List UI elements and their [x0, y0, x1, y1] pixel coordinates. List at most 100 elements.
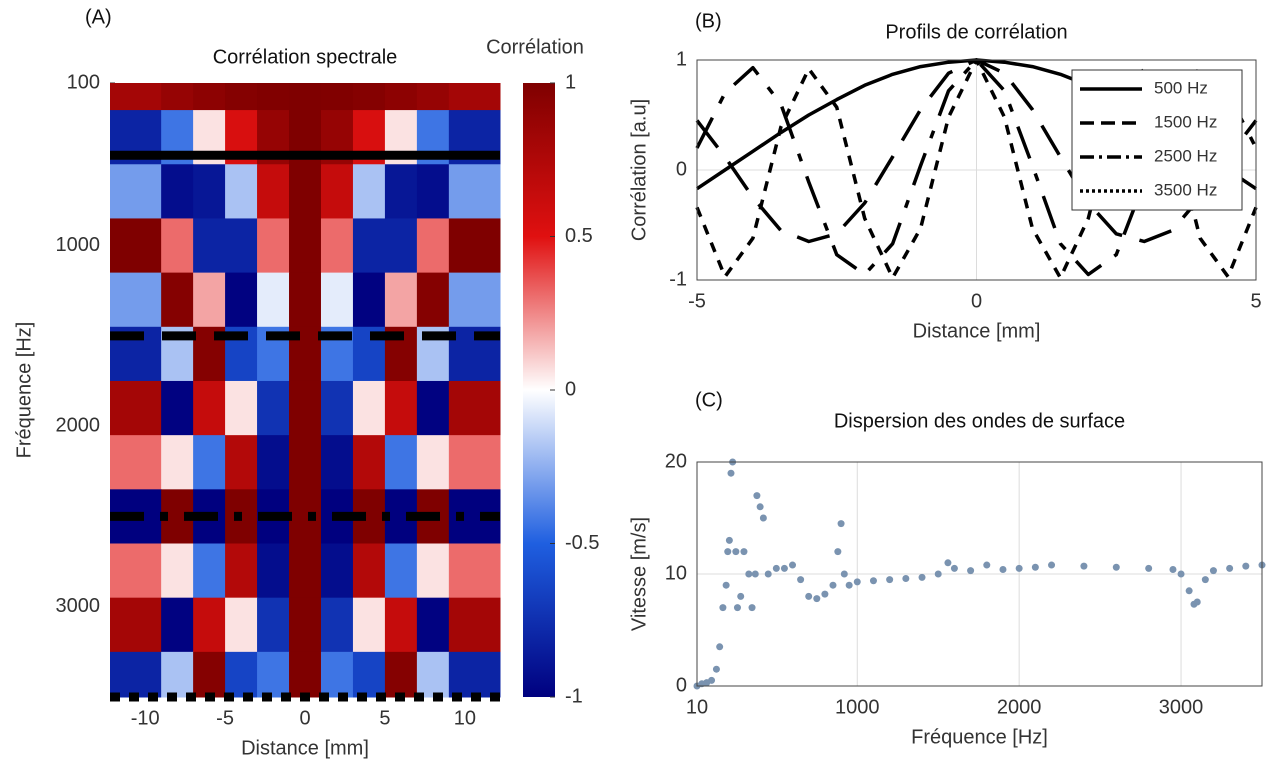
- heatmap-cell: [110, 380, 162, 436]
- heatmap-cell: [289, 651, 322, 698]
- heatmap-cell: [320, 597, 354, 653]
- heatmap-cell: [161, 380, 194, 436]
- heatmap-cell: [257, 218, 290, 274]
- scatter-point: [722, 581, 730, 589]
- chart-title: Dispersion des ondes de surface: [834, 410, 1125, 432]
- heatmap-cell: [257, 597, 290, 653]
- heatmap-cell: [352, 380, 386, 436]
- scatter-point: [727, 469, 735, 477]
- scatter-point: [1226, 564, 1234, 572]
- heatmap-cell: [110, 543, 162, 599]
- scatter-point: [748, 604, 756, 612]
- heatmap-cell: [289, 435, 322, 490]
- heatmap-cell: [193, 83, 226, 111]
- heatmap-cell: [161, 435, 194, 490]
- scatter-point: [797, 576, 805, 584]
- x-tick-label: 10: [686, 696, 708, 718]
- scatter-point: [1031, 563, 1039, 571]
- scatter-point: [845, 581, 853, 589]
- legend-label: 3500 Hz: [1154, 180, 1217, 199]
- heatmap-cell: [161, 543, 194, 599]
- y-tick-label: 0: [676, 158, 687, 180]
- scatter-point: [1145, 564, 1153, 572]
- heatmap-cell: [448, 272, 501, 328]
- heatmap-cell: [257, 380, 290, 436]
- scatter-point: [834, 548, 842, 556]
- heatmap-cell: [320, 164, 354, 219]
- y-tick-label: 100: [67, 71, 100, 93]
- heatmap-cell: [448, 435, 501, 490]
- panel-label: (B): [695, 10, 722, 32]
- scatter-point: [813, 595, 821, 603]
- heatmap-cell: [110, 435, 162, 490]
- heatmap-cell: [352, 83, 386, 111]
- scatter-point: [837, 520, 845, 528]
- heatmap-cell: [161, 83, 194, 111]
- chart-title: Profils de corrélation: [885, 21, 1067, 43]
- scatter-point: [1185, 587, 1193, 595]
- y-tick-label: 0: [676, 674, 687, 696]
- heatmap-cell: [320, 83, 354, 111]
- x-tick-label: 0: [971, 290, 982, 312]
- panel-label: (C): [695, 389, 723, 411]
- y-tick-label: 10: [665, 562, 687, 584]
- heatmap-cell: [193, 651, 226, 698]
- heatmap-cell: [416, 380, 450, 436]
- heatmap-cell: [225, 597, 258, 653]
- heatmap-cell: [193, 543, 226, 599]
- heatmap-cell: [416, 651, 450, 698]
- scatter-point: [999, 566, 1007, 574]
- colorbar-tick-label: -1: [565, 685, 583, 707]
- colorbar-label: Corrélation: [486, 36, 584, 58]
- heatmap-cell: [320, 435, 354, 490]
- heatmap-cell: [384, 164, 418, 219]
- heatmap-cell: [193, 272, 226, 328]
- heatmap-cell: [416, 218, 450, 274]
- y-axis-label: Vitesse [m/s]: [628, 517, 650, 631]
- scatter-point: [805, 592, 813, 600]
- x-tick-label: 1000: [835, 696, 880, 718]
- heatmap-cell: [161, 651, 194, 698]
- scatter-point: [740, 548, 748, 556]
- heatmap-cell: [257, 543, 290, 599]
- x-tick-label: -5: [216, 707, 234, 729]
- heatmap-cell: [448, 380, 501, 436]
- heatmap-cell: [384, 272, 418, 328]
- scatter-point: [829, 581, 837, 589]
- x-axis-label: Distance [mm]: [241, 737, 369, 759]
- scatter-point: [724, 548, 732, 556]
- scatter-point: [1048, 561, 1056, 569]
- heatmap-cell: [416, 435, 450, 490]
- scatter-point: [759, 514, 767, 522]
- heatmap-cell: [416, 164, 450, 219]
- scatter-point: [853, 578, 861, 586]
- scatter-point: [934, 570, 942, 578]
- plot-frame: [696, 59, 1257, 281]
- heatmap-cell: [448, 83, 501, 111]
- scatter-point: [753, 492, 761, 500]
- scatter-point: [764, 570, 772, 578]
- x-tick-label: 2000: [997, 696, 1042, 718]
- heatmap-cell: [416, 597, 450, 653]
- heatmap-cell: [320, 651, 354, 698]
- heatmap-cell: [110, 272, 162, 328]
- heatmap-cell: [110, 164, 162, 219]
- x-tick-label: 0: [299, 707, 310, 729]
- colorbar: [523, 83, 555, 697]
- heatmap-cell: [257, 651, 290, 698]
- heatmap-cell: [289, 83, 322, 111]
- heatmap-cell: [289, 164, 322, 219]
- scatter-point: [719, 604, 727, 612]
- legend-label: 500 Hz: [1154, 78, 1208, 97]
- x-tick-label: -10: [131, 707, 160, 729]
- heatmap-cell: [225, 380, 258, 436]
- y-axis-label: Fréquence [Hz]: [13, 322, 35, 459]
- scatter-point: [950, 564, 958, 572]
- heatmap-cell: [416, 272, 450, 328]
- heatmap-cell: [289, 218, 322, 274]
- scatter-point: [1080, 562, 1088, 570]
- heatmap-cell: [384, 543, 418, 599]
- heatmap-cell: [384, 380, 418, 436]
- scatter-point: [1209, 567, 1217, 575]
- scatter-point: [789, 561, 797, 569]
